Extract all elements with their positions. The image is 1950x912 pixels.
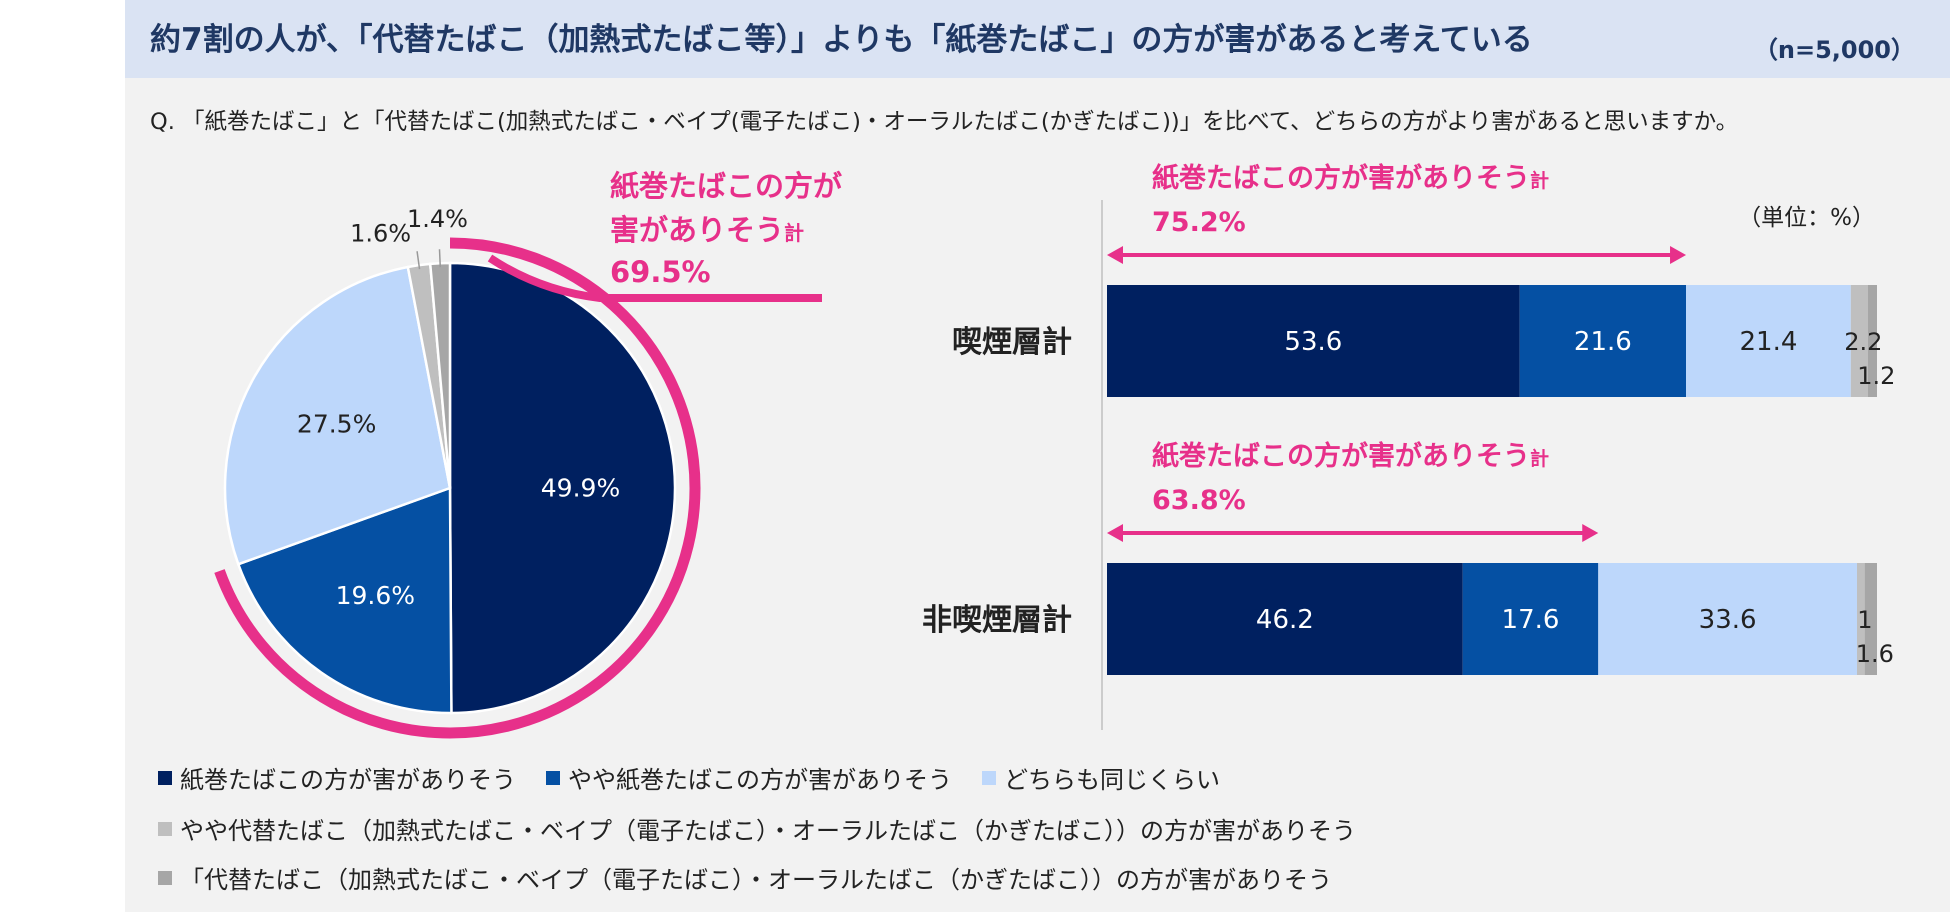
pie-slice-some-cigarette <box>236 486 453 715</box>
stacked-bar-chart: （単位：%） 喫煙層計 53.6 21.6 21.4 2.2 1.2 紙巻たばこの方が害があり… <box>922 162 1895 730</box>
bar-value-label: 1 <box>1857 606 1872 634</box>
survey-question: Q. 「紙巻たばこ」と「代替たばこ(加熱式たばこ・ベイプ(電子たばこ)・オーラル… <box>150 109 1739 135</box>
bar-total-label: 紙巻たばこの方が害がありそう計 <box>1152 440 1549 472</box>
bar-segment-some-cigarette <box>1462 563 1599 675</box>
bar-segment-some-alternative <box>1856 563 1865 675</box>
legend-swatch <box>158 770 172 785</box>
pie-slice-label: 27.5% <box>297 409 376 438</box>
bar-value-label: 2.2 <box>1844 328 1882 356</box>
bar-segment-some-alternative <box>1850 285 1868 397</box>
pie-leader-line <box>438 249 442 268</box>
bar-value-label: 53.6 <box>1284 327 1342 357</box>
bar-segment-same <box>1686 285 1851 397</box>
bar-value-label: 21.4 <box>1739 327 1797 357</box>
bar-unit-label: （単位：%） <box>1738 205 1875 231</box>
legend-row-3: 「代替たばこ（加熱式たばこ・ベイプ（電子たばこ）・オーラルたばこ（かぎたばこ））… <box>158 860 1362 895</box>
bar-segment-same <box>1598 563 1857 675</box>
legend-swatch <box>982 770 996 785</box>
pie-slice-label: 49.9% <box>541 474 620 503</box>
legend-swatch <box>546 770 560 785</box>
bar-total-arrowhead-left <box>1107 246 1123 264</box>
legend-row-1: 紙巻たばこの方が害がありそう やや紙巻たばこの方が害がありそう どちらも同じくら… <box>158 760 1250 795</box>
bar-segment-some-cigarette <box>1519 285 1687 397</box>
page-title: 約7割の人が、「代替たばこ（加熱式たばこ等）」よりも「紙巻たばこ」の方が害がある… <box>150 22 1533 58</box>
bar-value-label: 1.6 <box>1856 640 1894 668</box>
bar-segment-much-cigarette <box>1107 285 1520 397</box>
legend-swatch <box>158 821 172 836</box>
pie-slice-label: 1.6% <box>350 219 411 247</box>
pie-total-value: 69.5% <box>610 255 711 289</box>
header-band <box>125 0 1950 78</box>
pie-leader-line <box>416 251 421 270</box>
bar-value-label: 17.6 <box>1502 605 1560 635</box>
bar-total-arrowhead-right <box>1670 246 1687 264</box>
pie-slice-label: 1.4% <box>407 205 468 233</box>
legend-item-same: どちらも同じくらい <box>982 760 1220 795</box>
legend-item-much-cigarette: 紙巻たばこの方が害がありそう <box>158 760 516 795</box>
bar-value-label: 1.2 <box>1857 362 1895 390</box>
bar-segment-much-cigarette <box>1107 563 1463 675</box>
pie-total-highlight: 紙巻たばこの方が害がありそう計 69.5% <box>214 169 842 739</box>
bar-total-label: 紙巻たばこの方が害がありそう計 <box>1152 162 1549 194</box>
legend-label: 紙巻たばこの方が害がありそう <box>180 766 516 794</box>
bar-category-label: 喫煙層計 <box>952 325 1072 360</box>
pie-total-label-line1: 紙巻たばこの方が <box>610 169 842 203</box>
bar-total-arrowhead-right <box>1582 524 1599 542</box>
bar-total-value: 63.8% <box>1152 485 1246 516</box>
bar-segment-much-alternative <box>1864 563 1877 675</box>
legend-item-some-alternative: やや代替たばこ（加熱式たばこ・ベイプ（電子たばこ）・オーラルたばこ（かぎたばこ）… <box>158 811 1356 846</box>
pie-total-label-line2: 害がありそう計 <box>610 213 804 247</box>
pie-slice-label: 19.6% <box>336 581 415 610</box>
legend-label: どちらも同じくらい <box>1004 766 1220 794</box>
pie-chart: 49.9% 19.6% 27.5% 1.6%1.4% <box>223 205 677 715</box>
bar-value-label: 33.6 <box>1699 605 1757 635</box>
legend-item-some-cigarette: やや紙巻たばこの方が害がありそう <box>546 760 952 795</box>
pie-slice-same <box>223 265 452 566</box>
legend-label: 「代替たばこ（加熱式たばこ・ベイプ（電子たばこ）・オーラルたばこ（かぎたばこ））… <box>180 866 1332 894</box>
legend-label: やや紙巻たばこの方が害がありそう <box>568 766 952 794</box>
bar-value-label: 21.6 <box>1574 327 1632 357</box>
legend-item-much-alternative: 「代替たばこ（加熱式たばこ・ベイプ（電子たばこ）・オーラルたばこ（かぎたばこ））… <box>158 860 1332 895</box>
bar-value-label: 46.2 <box>1256 605 1314 635</box>
bar-segment-much-alternative <box>1867 285 1877 397</box>
bar-category-label: 非喫煙層計 <box>922 603 1072 638</box>
sample-size: （n=5,000） <box>1753 36 1915 64</box>
bar-total-value: 75.2% <box>1152 207 1246 238</box>
bar-total-arrowhead-left <box>1107 524 1123 542</box>
legend-label: やや代替たばこ（加熱式たばこ・ベイプ（電子たばこ）・オーラルたばこ（かぎたばこ）… <box>180 817 1356 845</box>
pie-total-callout-line <box>487 254 822 302</box>
legend-swatch <box>158 870 172 885</box>
legend-row-2: やや代替たばこ（加熱式たばこ・ベイプ（電子たばこ）・オーラルたばこ（かぎたばこ）… <box>158 811 1386 846</box>
